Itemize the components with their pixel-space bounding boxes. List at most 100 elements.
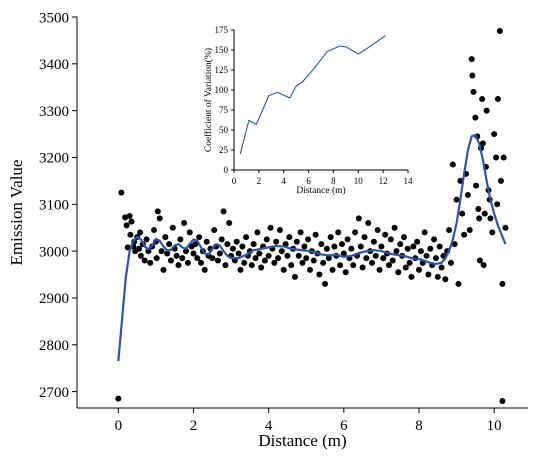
- main-data-point: [156, 215, 163, 222]
- main-data-point: [382, 231, 389, 238]
- main-data-point: [335, 229, 342, 236]
- main-data-point: [337, 262, 344, 269]
- inset-plot: 0 2 4 6 8 10 12 14 0 25 50 75 100 125 150 175 Distance (…: [203, 25, 413, 196]
- inset-x-axis-title: Distance (m): [296, 185, 345, 196]
- main-y-tick-label: 2700: [39, 385, 69, 401]
- main-data-point: [393, 248, 400, 255]
- inset-x-tick-label: 12: [379, 176, 388, 186]
- main-data-point: [127, 231, 134, 238]
- main-data-point: [261, 257, 268, 264]
- main-data-point: [307, 266, 314, 273]
- main-data-point: [203, 238, 210, 245]
- main-data-point: [481, 210, 488, 217]
- main-data-point: [115, 395, 122, 402]
- main-y-tick-label: 3300: [39, 104, 69, 120]
- main-data-point: [136, 245, 143, 252]
- main-data-point: [447, 259, 454, 266]
- main-data-point: [293, 238, 300, 245]
- main-data-point: [303, 255, 310, 262]
- main-data-point: [389, 257, 396, 264]
- main-data-point: [400, 234, 407, 241]
- main-data-point: [361, 234, 368, 241]
- main-data-point: [391, 224, 398, 231]
- main-data-point: [466, 227, 473, 234]
- inset-x-tick-label: 14: [404, 176, 414, 186]
- main-data-point: [327, 234, 334, 241]
- inset-x-tick-label: 10: [354, 176, 364, 186]
- inset-y-tick-label: 50: [219, 125, 229, 135]
- main-data-point: [372, 252, 379, 259]
- main-data-point: [408, 273, 415, 280]
- main-data-point: [181, 220, 188, 227]
- main-data-point: [493, 154, 500, 161]
- inset-y-tick-label: 100: [215, 85, 229, 95]
- main-data-point: [427, 245, 434, 252]
- main-data-point: [340, 250, 347, 257]
- main-data-point: [500, 154, 507, 161]
- main-x-tick-label: 6: [340, 418, 348, 434]
- inset-x-tick-label: 0: [232, 176, 237, 186]
- main-data-point: [209, 255, 216, 262]
- main-data-point: [395, 269, 402, 276]
- main-data-point: [237, 266, 244, 273]
- main-series-line: [117, 133, 507, 362]
- inset-x-tick-label: 2: [257, 176, 262, 186]
- main-data-point: [278, 248, 285, 255]
- main-data-point: [162, 234, 169, 241]
- main-data-point: [434, 273, 441, 280]
- main-data-point: [286, 234, 293, 241]
- main-data-point: [122, 214, 129, 221]
- main-data-point: [469, 72, 476, 79]
- inset-y-tick-label: 25: [219, 145, 229, 155]
- main-data-point: [271, 259, 278, 266]
- main-data-point: [192, 241, 199, 248]
- main-data-point: [291, 273, 298, 280]
- inset-y-axis-title: Coefficient of Variation(%): [203, 48, 214, 152]
- main-data-point: [331, 243, 338, 250]
- main-data-point: [310, 257, 317, 264]
- main-data-point: [288, 262, 295, 269]
- main-data-point: [305, 236, 312, 243]
- main-data-point: [404, 245, 411, 252]
- main-data-point: [352, 229, 359, 236]
- main-data-point: [243, 234, 250, 241]
- main-data-point: [248, 262, 255, 269]
- main-data-point: [365, 220, 372, 227]
- main-data-point: [151, 227, 158, 234]
- main-data-point: [459, 210, 466, 217]
- main-data-point: [312, 231, 319, 238]
- main-data-point: [169, 224, 176, 231]
- main-data-point: [143, 236, 150, 243]
- main-data-point: [177, 236, 184, 243]
- main-data-point: [254, 229, 261, 236]
- main-x-tick-label: 2: [190, 418, 198, 434]
- main-data-point: [295, 252, 302, 259]
- main-x-tick-label: 10: [487, 418, 502, 434]
- main-data-point: [479, 95, 486, 102]
- main-data-point: [220, 208, 227, 215]
- main-y-tick-label: 3200: [39, 151, 69, 167]
- main-data-point: [499, 280, 506, 287]
- main-data-point: [265, 252, 272, 259]
- main-data-point: [473, 182, 480, 189]
- main-y-tick-label: 3000: [39, 244, 69, 260]
- main-data-point: [322, 280, 329, 287]
- main-data-point: [476, 257, 483, 264]
- main-data-point: [214, 257, 221, 264]
- inset-y-tick-label: 125: [215, 65, 229, 75]
- main-plot: 0 2 4 6 8 10270028002900300031003200330034003…: [7, 10, 528, 450]
- main-x-axis-title: Distance (m): [258, 431, 346, 450]
- main-data-point: [276, 227, 283, 234]
- main-y-tick-label: 2800: [39, 338, 69, 354]
- main-data-point: [475, 205, 482, 212]
- main-data-point: [196, 234, 203, 241]
- main-data-point: [164, 250, 171, 257]
- main-data-point: [350, 262, 357, 269]
- main-data-point: [502, 224, 509, 231]
- main-x-tick-label: 4: [265, 418, 273, 434]
- main-data-point: [468, 56, 475, 63]
- main-y-tick-label: 3100: [39, 198, 69, 214]
- main-data-point: [369, 259, 376, 266]
- main-data-point: [323, 245, 330, 252]
- main-data-point: [357, 243, 364, 250]
